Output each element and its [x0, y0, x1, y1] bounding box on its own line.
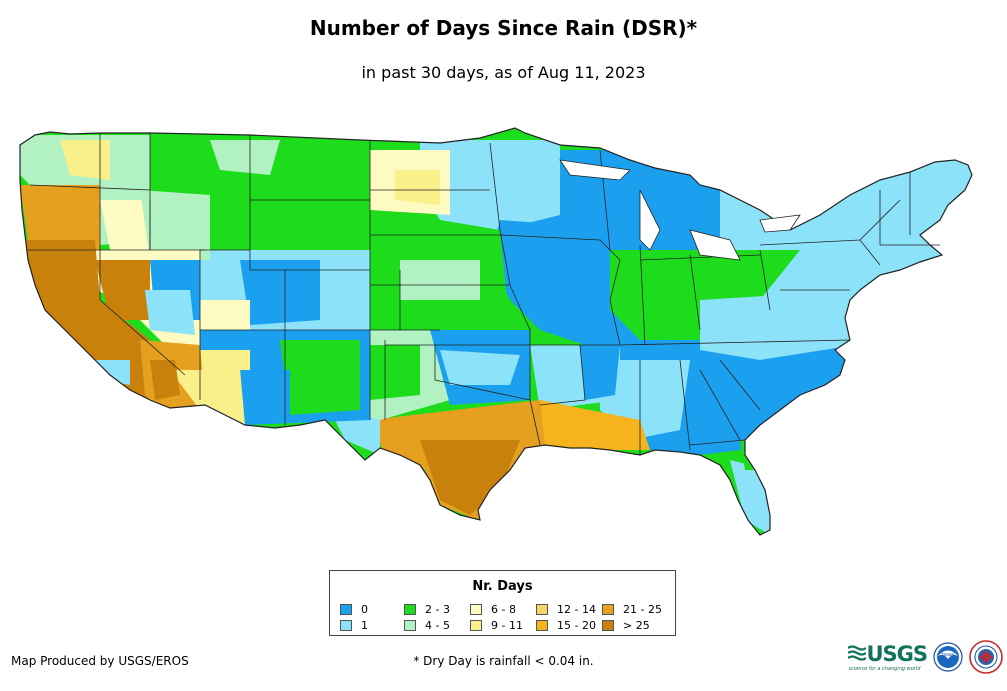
- map-credit: Map Produced by USGS/EROS: [11, 654, 189, 668]
- legend-swatch: [470, 619, 482, 631]
- legend-swatch: [340, 619, 352, 631]
- noaa-logo-icon: noaa: [933, 642, 963, 672]
- legend-label: > 25: [623, 618, 650, 632]
- legend-label: 15 - 20: [557, 618, 596, 632]
- legend-label: 2 - 3: [425, 602, 450, 616]
- legend-item-8: 21 - 25: [602, 602, 662, 616]
- legend-swatch: [404, 619, 416, 631]
- legend-label: 4 - 5: [425, 618, 450, 632]
- legend-swatch: [536, 619, 548, 631]
- legend-label: 21 - 25: [623, 602, 662, 616]
- usgs-wordmark: USGS: [866, 642, 928, 666]
- legend-title: Nr. Days: [472, 579, 533, 594]
- legend-item-3: 4 - 5: [404, 618, 450, 632]
- map-subtitle: in past 30 days, as of Aug 11, 2023: [361, 63, 646, 82]
- legend-swatch: [340, 603, 352, 615]
- legend-swatch: [536, 603, 548, 615]
- legend: Nr. Days 0 1 2 - 3 4 - 5 6 - 8 9 - 11 12…: [329, 570, 676, 636]
- legend-swatch: [602, 619, 614, 631]
- usgs-logo: USGS science for a changing world: [848, 642, 928, 672]
- legend-item-6: 12 - 14: [536, 602, 596, 616]
- us-dsr-map: [19, 127, 973, 536]
- legend-swatch: [404, 603, 416, 615]
- legend-label: 6 - 8: [491, 602, 516, 616]
- usgs-wave-icon: [848, 645, 867, 661]
- legend-swatch: [470, 603, 482, 615]
- legend-item-1: 1: [340, 618, 368, 632]
- legend-label: 9 - 11: [491, 618, 523, 632]
- legend-item-2: 2 - 3: [404, 602, 450, 616]
- footnote: * Dry Day is rainfall < 0.04 in.: [413, 654, 594, 668]
- legend-item-4: 6 - 8: [470, 602, 516, 616]
- legend-label: 12 - 14: [557, 602, 596, 616]
- legend-item-0: 0: [340, 602, 368, 616]
- legend-item-5: 9 - 11: [470, 618, 523, 632]
- usgs-tagline: science for a changing world: [848, 666, 921, 672]
- map-title: Number of Days Since Rain (DSR)*: [309, 16, 698, 40]
- nws-logo-icon: [969, 640, 1003, 674]
- agency-logos: USGS science for a changing world noaa: [848, 640, 1003, 674]
- legend-label: 1: [361, 618, 368, 632]
- noaa-wordmark: noaa: [942, 652, 954, 658]
- legend-item-7: 15 - 20: [536, 618, 596, 632]
- legend-item-9: > 25: [602, 618, 650, 632]
- legend-swatch: [602, 603, 614, 615]
- legend-label: 0: [361, 602, 368, 616]
